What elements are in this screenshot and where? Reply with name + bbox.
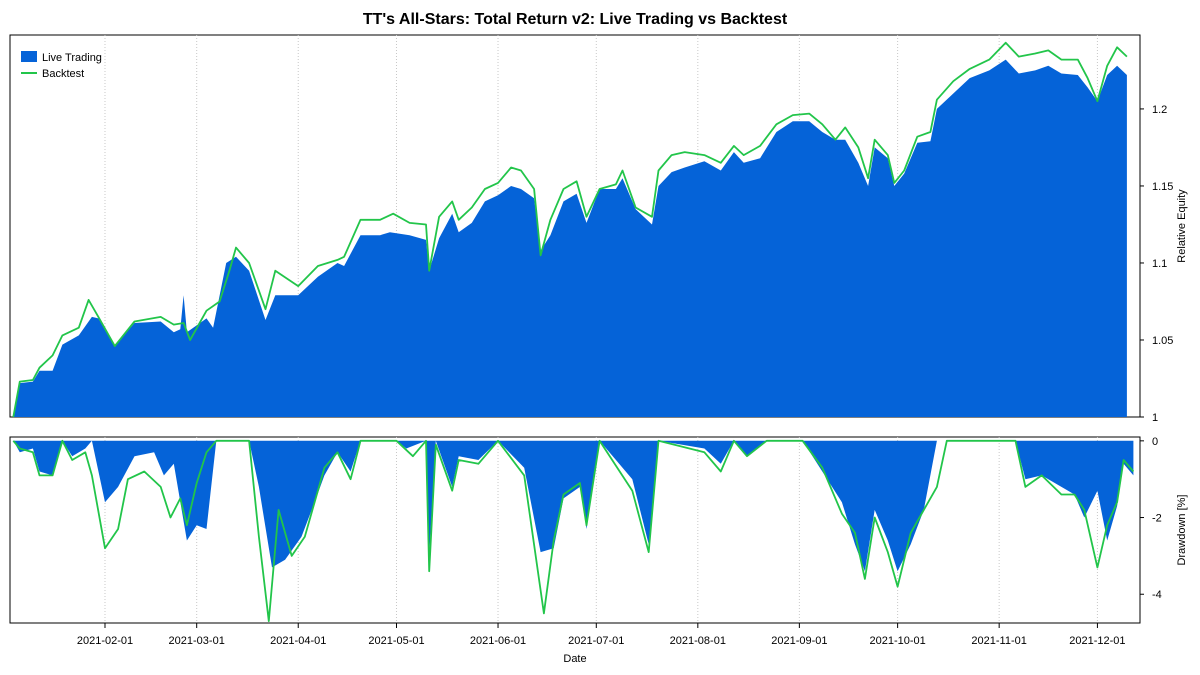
equity-y-axis-label: Relative Equity (1176, 189, 1188, 263)
drawdown-plot-frame (9, 436, 1141, 624)
equity-y-axis: 1 1.05 1.1 1.15 1.2 (1140, 104, 1173, 424)
drawdown-series-live-trading (13, 440, 1134, 572)
drawdown-panel: 0 -2 -4 Drawdown [%] (9, 436, 1188, 624)
drawdown-gridlines (104, 437, 1098, 623)
drawdown-y-tick-label: -2 (1152, 513, 1162, 525)
x-tick-label: 2021-07-01 (568, 635, 624, 647)
drawdown-series-backtest (12, 439, 1135, 622)
drawdown-y-axis-label: Drawdown [%] (1176, 495, 1188, 566)
x-tick-label: 2021-05-01 (368, 635, 424, 647)
equity-panel: 1 1.05 1.1 1.15 1.2 Relative Equity Live Tra… (9, 34, 1188, 424)
x-axis: 2021-02-01 2021-03-01 2021-04-01 2021-05-01… (77, 623, 1126, 647)
x-tick-label: 2021-11-01 (971, 635, 1026, 647)
x-tick-label: 2021-02-01 (77, 635, 133, 647)
equity-y-tick-label: 1 (1152, 412, 1158, 424)
equity-series (12, 41, 1128, 418)
x-tick-label: 2021-06-01 (470, 635, 526, 647)
drawdown-series (12, 439, 1135, 622)
x-tick-label: 2021-10-01 (869, 635, 925, 647)
drawdown-y-tick-label: -4 (1152, 589, 1162, 601)
equity-y-tick-label: 1.2 (1152, 104, 1167, 116)
legend: Live Trading Backtest (21, 51, 102, 80)
legend-label-backtest: Backtest (42, 68, 84, 80)
equity-y-tick-label: 1.15 (1152, 181, 1173, 193)
x-axis-label: Date (563, 653, 586, 665)
drawdown-y-tick-label: 0 (1152, 436, 1158, 448)
equity-series-live-trading (13, 59, 1127, 417)
equity-y-tick-label: 1.1 (1152, 258, 1167, 270)
x-tick-label: 2021-12-01 (1069, 635, 1125, 647)
legend-swatch-live-trading (21, 51, 37, 62)
x-tick-label: 2021-04-01 (270, 635, 326, 647)
x-tick-label: 2021-09-01 (771, 635, 827, 647)
legend-label-live-trading: Live Trading (42, 52, 102, 64)
drawdown-y-axis: 0 -2 -4 (1140, 436, 1162, 601)
chart-title: TT's All-Stars: Total Return v2: Live Tr… (363, 11, 788, 28)
equity-y-tick-label: 1.05 (1152, 335, 1173, 347)
x-tick-label: 2021-03-01 (169, 635, 225, 647)
equity-series-backtest (12, 41, 1128, 418)
x-tick-label: 2021-08-01 (670, 635, 726, 647)
